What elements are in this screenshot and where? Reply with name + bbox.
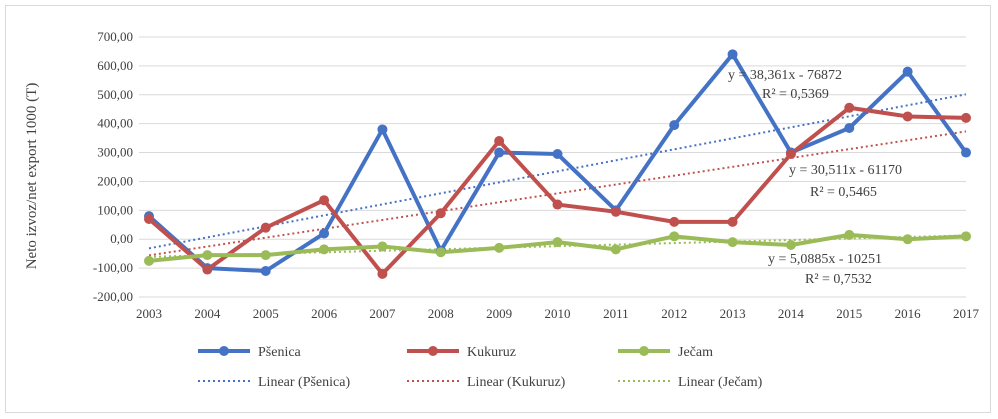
data-point xyxy=(785,240,796,250)
legend-label-psenica: Pšenica xyxy=(258,345,302,360)
legend-label-linear-psenica: Linear (Pšenica) xyxy=(258,375,350,390)
legend: Pšenica Kukuruz Ječam Linear (Pšenica) L… xyxy=(198,345,763,390)
data-point xyxy=(727,237,738,248)
trend-equation-psenica: y = 38,361x - 76872 xyxy=(728,68,842,83)
data-point xyxy=(319,195,330,206)
y-tick-label: 300,00 xyxy=(97,145,133,160)
trend-r2-jecam: R² = 0,7532 xyxy=(805,272,872,287)
series-markers xyxy=(144,49,971,279)
data-point xyxy=(202,250,213,261)
data-point xyxy=(494,147,505,158)
data-point xyxy=(260,266,271,276)
x-tick-label: 2009 xyxy=(486,306,512,321)
data-point xyxy=(377,124,388,135)
x-tick-label: 2005 xyxy=(253,306,279,321)
y-tick-label: 200,00 xyxy=(97,173,133,188)
data-point xyxy=(961,112,971,123)
y-tick-label: 0,00 xyxy=(110,231,133,246)
data-point xyxy=(435,247,446,258)
data-point xyxy=(552,149,563,159)
y-tick-label: 600,00 xyxy=(97,58,133,73)
trend-r2-psenica: R² = 0,5369 xyxy=(762,87,829,102)
y-tick-label: -100,00 xyxy=(93,260,133,275)
trend-equation-jecam: y = 5,0885x - 10251 xyxy=(768,252,882,267)
x-tick-label: 2011 xyxy=(603,306,629,321)
data-point xyxy=(669,216,680,227)
legend-label-kukuruz: Kukuruz xyxy=(467,345,516,360)
data-point xyxy=(727,216,738,227)
legend-label-jecam: Ječam xyxy=(678,345,713,360)
x-tick-label: 2013 xyxy=(720,306,746,321)
data-point xyxy=(844,229,855,240)
data-point xyxy=(902,234,913,245)
x-tick-label: 2004 xyxy=(194,306,221,321)
data-point xyxy=(319,228,330,239)
x-tick-label: 2012 xyxy=(661,306,687,321)
data-point xyxy=(319,244,330,255)
data-point xyxy=(785,149,796,159)
y-tick-label: 700,00 xyxy=(97,29,133,44)
line-chart: 700,00 600,00 500,00 400,00 300,00 200,00 100,… xyxy=(24,29,980,390)
legend-item-jecam: Ječam xyxy=(618,345,713,360)
data-point xyxy=(610,244,621,255)
data-point xyxy=(902,111,913,122)
data-point xyxy=(260,222,271,233)
y-tick-label: 500,00 xyxy=(97,87,133,102)
trend-equation-kukuruz: y = 30,511x - 61170 xyxy=(789,163,902,178)
legend-item-linear-kukuruz: Linear (Kukuruz) xyxy=(407,375,566,390)
data-point xyxy=(435,208,446,219)
x-tick-label: 2015 xyxy=(836,306,862,321)
data-point xyxy=(961,147,971,158)
data-point xyxy=(494,136,505,146)
data-point xyxy=(669,120,680,131)
data-point xyxy=(552,237,563,248)
trend-r2-kukuruz: R² = 0,5465 xyxy=(810,185,877,200)
legend-item-psenica: Pšenica xyxy=(198,345,302,360)
data-point xyxy=(902,66,913,77)
legend-label-linear-jecam: Linear (Ječam) xyxy=(678,375,763,390)
data-point xyxy=(669,231,680,242)
x-tick-label: 2003 xyxy=(136,306,162,321)
data-point xyxy=(260,250,271,261)
x-tick-label: 2008 xyxy=(428,306,454,321)
data-point xyxy=(844,123,855,133)
legend-item-linear-jecam: Linear (Ječam) xyxy=(618,375,763,390)
data-point xyxy=(961,231,971,242)
data-point xyxy=(377,268,388,279)
chart-frame: 700,00 600,00 500,00 400,00 300,00 200,00 100,… xyxy=(5,5,991,413)
data-point xyxy=(552,199,563,210)
data-point xyxy=(727,49,738,60)
x-tick-label: 2017 xyxy=(953,306,980,321)
y-axis-title: Neto izvoz/net export 1000 (T) xyxy=(24,83,40,270)
data-point xyxy=(144,214,154,224)
legend-item-linear-psenica: Linear (Pšenica) xyxy=(198,375,350,390)
x-tick-label: 2010 xyxy=(545,306,571,321)
data-point xyxy=(610,206,621,217)
data-point xyxy=(202,264,213,275)
x-tick-label: 2007 xyxy=(369,306,396,321)
y-tick-label: -200,00 xyxy=(93,289,133,304)
y-tick-labels: 700,00 600,00 500,00 400,00 300,00 200,00 100,… xyxy=(93,29,133,304)
legend-label-linear-kukuruz: Linear (Kukuruz) xyxy=(467,375,566,390)
data-point xyxy=(377,241,388,252)
data-point xyxy=(494,242,505,253)
trendline-0 xyxy=(148,93,967,250)
x-tick-label: 2014 xyxy=(778,306,805,321)
data-point xyxy=(844,102,855,113)
data-point xyxy=(144,255,154,266)
y-tick-label: 100,00 xyxy=(97,202,133,217)
y-tick-label: 400,00 xyxy=(97,116,133,131)
legend-item-kukuruz: Kukuruz xyxy=(407,345,516,360)
x-tick-label: 2016 xyxy=(895,306,922,321)
x-tick-label: 2006 xyxy=(311,306,338,321)
x-tick-labels: 2003 2004 2005 2006 2007 2008 2009 2010 2011 2012… xyxy=(136,306,980,321)
